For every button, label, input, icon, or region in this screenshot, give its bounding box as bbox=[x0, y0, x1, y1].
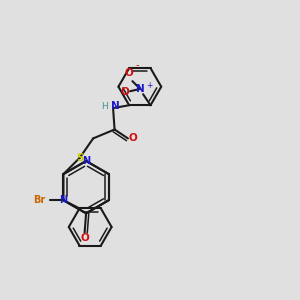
Text: N: N bbox=[111, 101, 120, 111]
Text: Br: Br bbox=[33, 195, 45, 205]
Text: O: O bbox=[124, 68, 133, 78]
Text: N: N bbox=[82, 156, 90, 166]
Text: S: S bbox=[76, 153, 83, 163]
Text: N: N bbox=[59, 195, 68, 205]
Text: N: N bbox=[136, 84, 145, 94]
Text: +: + bbox=[146, 81, 153, 90]
Text: O: O bbox=[129, 134, 138, 143]
Text: -: - bbox=[135, 60, 139, 70]
Text: H: H bbox=[101, 101, 108, 110]
Text: O: O bbox=[120, 87, 129, 98]
Text: O: O bbox=[80, 233, 89, 243]
